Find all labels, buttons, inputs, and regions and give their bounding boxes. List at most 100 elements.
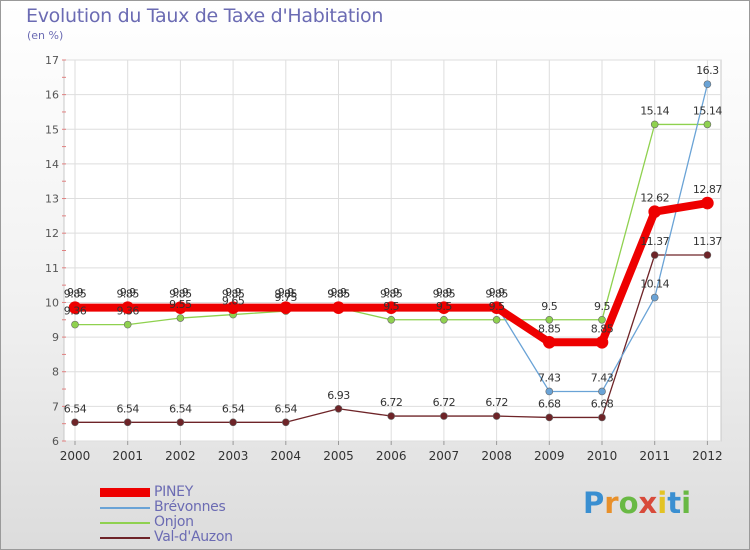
data-point bbox=[440, 315, 448, 324]
data-point bbox=[595, 335, 609, 349]
data-point bbox=[68, 301, 82, 314]
data-label: 9.9 bbox=[67, 286, 83, 299]
y-tick-label: 11 bbox=[45, 262, 59, 275]
proxiti-logo: Proxiti bbox=[583, 486, 691, 520]
data-label: 9.5 bbox=[594, 300, 610, 313]
data-label: 9.9 bbox=[383, 286, 399, 299]
data-label: 7.43 bbox=[538, 371, 561, 384]
y-tick-label: 17 bbox=[45, 54, 59, 67]
data-label: 15.14 bbox=[640, 104, 669, 117]
data-point bbox=[492, 315, 501, 324]
data-point bbox=[492, 412, 501, 420]
legend-item-val-dauzon: Val-d'Auzon bbox=[100, 530, 233, 545]
y-tick-label: 8 bbox=[52, 366, 59, 379]
legend-label-val-dauzon: Val-d'Auzon bbox=[154, 529, 233, 545]
data-label: 9.65 bbox=[222, 295, 245, 308]
chart-unit: (en %) bbox=[27, 29, 64, 42]
data-label: 9.85 bbox=[275, 288, 298, 301]
legend-swatch-val-dauzon bbox=[100, 536, 150, 539]
y-tick-label: 7 bbox=[52, 400, 59, 413]
data-label: 9.85 bbox=[116, 288, 139, 301]
logo-letter: t bbox=[667, 486, 682, 520]
data-label: 6.72 bbox=[433, 396, 456, 409]
x-tick-label: 2009 bbox=[534, 449, 565, 463]
y-tick-label: 13 bbox=[45, 193, 59, 206]
legend-swatch-brevonnes bbox=[100, 506, 150, 509]
data-point bbox=[281, 418, 290, 427]
chart-title: Evolution du Taux de Taxe d'Habitation bbox=[26, 5, 384, 27]
y-tick-label: 9 bbox=[52, 331, 59, 344]
legend-swatch-onjon bbox=[100, 521, 150, 524]
legend-label-brevonnes: Brévonnes bbox=[154, 499, 226, 515]
data-label: 16.3 bbox=[696, 64, 719, 77]
data-label: 9.9 bbox=[278, 286, 294, 299]
data-point bbox=[490, 301, 503, 314]
data-point bbox=[703, 80, 712, 89]
data-label: 6.54 bbox=[222, 402, 245, 415]
data-label: 6.68 bbox=[538, 397, 561, 410]
data-point bbox=[279, 301, 293, 314]
data-label: 8.85 bbox=[538, 322, 561, 335]
data-label: 8.85 bbox=[591, 322, 614, 335]
data-label: 11.37 bbox=[640, 235, 669, 248]
legend-swatch-piney bbox=[100, 488, 150, 497]
data-label: 9.85 bbox=[327, 288, 350, 301]
legend-label-onjon: Onjon bbox=[154, 514, 194, 530]
data-point bbox=[176, 418, 185, 427]
y-tick-label: 6 bbox=[52, 435, 59, 448]
data-point bbox=[545, 315, 554, 324]
data-point bbox=[123, 320, 132, 329]
x-tick-label: 2012 bbox=[692, 449, 723, 463]
data-point bbox=[598, 315, 606, 324]
data-label: 9.85 bbox=[64, 288, 87, 301]
data-label: 9.5 bbox=[383, 300, 399, 313]
data-point bbox=[121, 301, 134, 314]
data-point bbox=[384, 301, 398, 314]
data-point bbox=[226, 301, 240, 314]
x-tick-label: 2000 bbox=[60, 449, 91, 463]
logo-letter: i bbox=[657, 486, 668, 520]
data-label: 9.9 bbox=[331, 286, 347, 299]
x-tick-label: 2003 bbox=[218, 449, 249, 463]
data-label: 9.75 bbox=[275, 291, 298, 304]
y-tick-label: 14 bbox=[45, 158, 59, 171]
data-point bbox=[545, 413, 554, 422]
x-tick-label: 2011 bbox=[639, 449, 670, 463]
x-tick-label: 2005 bbox=[323, 449, 354, 463]
data-point bbox=[440, 412, 448, 420]
data-label: 10.14 bbox=[640, 278, 669, 291]
data-label: 9.9 bbox=[172, 286, 188, 299]
data-label: 9.9 bbox=[436, 286, 452, 299]
data-label: 7.43 bbox=[591, 371, 614, 384]
data-point bbox=[334, 404, 343, 413]
data-label: 9.85 bbox=[485, 288, 508, 301]
data-label: 12.62 bbox=[640, 192, 669, 205]
data-label: 9.36 bbox=[116, 305, 139, 318]
data-point bbox=[174, 301, 187, 314]
data-label: 6.72 bbox=[485, 396, 508, 409]
data-point bbox=[545, 387, 554, 396]
data-label: 6.54 bbox=[275, 402, 298, 415]
data-label: 6.93 bbox=[327, 389, 350, 402]
data-point bbox=[650, 293, 659, 302]
data-label: 9.85 bbox=[222, 288, 245, 301]
data-label: 9.9 bbox=[120, 286, 136, 299]
legend-item-brevonnes: Brévonnes bbox=[100, 500, 233, 515]
data-point bbox=[332, 301, 345, 314]
data-label: 9.85 bbox=[433, 288, 456, 301]
data-label: 6.68 bbox=[591, 397, 614, 410]
logo-letter: r bbox=[604, 486, 619, 520]
data-label: 6.54 bbox=[64, 402, 87, 415]
data-label: 12.87 bbox=[693, 183, 722, 196]
y-tick-label: 12 bbox=[45, 227, 59, 240]
data-label: 6.54 bbox=[169, 402, 192, 415]
data-label: 9.36 bbox=[64, 305, 87, 318]
y-tick-label: 16 bbox=[45, 89, 59, 102]
data-label: 9.9 bbox=[225, 286, 241, 299]
data-point bbox=[648, 205, 662, 219]
plot-area bbox=[63, 59, 722, 442]
logo-letter: o bbox=[618, 486, 639, 520]
data-point bbox=[387, 315, 396, 324]
x-tick-label: 2004 bbox=[271, 449, 302, 463]
